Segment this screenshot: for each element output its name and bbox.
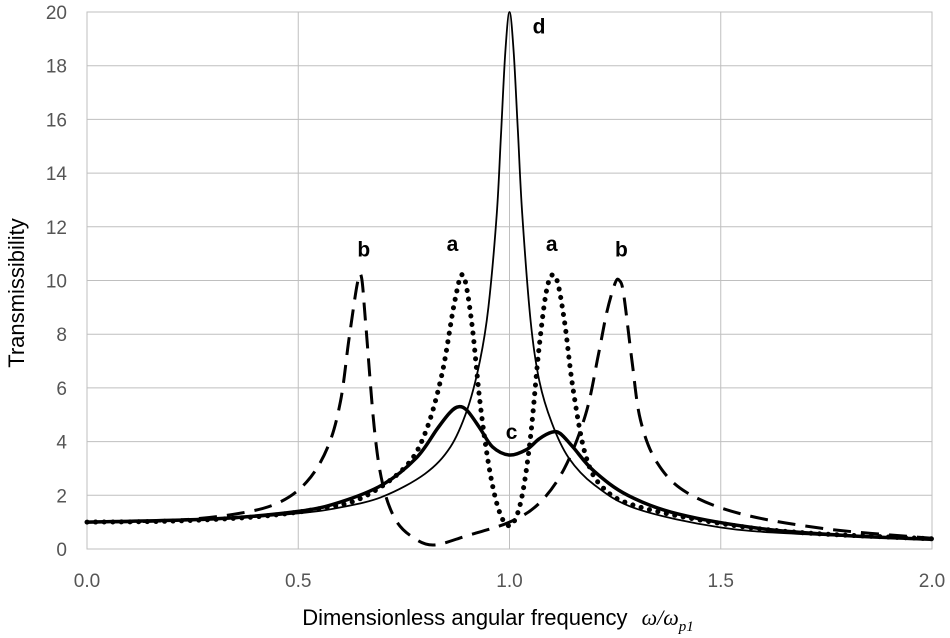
series-b-line	[86, 272, 933, 547]
x-axis-title-subscript: p1	[678, 619, 694, 635]
x-tick-label: 1.0	[496, 571, 522, 592]
y-tick-label: 0	[56, 540, 67, 561]
y-tick-label: 10	[46, 272, 67, 293]
x-axis-title: Dimensionless angular frequency ω/ωp1	[302, 605, 694, 635]
y-axis-title: Transmissibility	[4, 218, 29, 368]
gridlines	[86, 11, 933, 550]
x-tick-labels: 0.0 0.5 1.0 1.5 2.0	[74, 571, 945, 592]
y-tick-label: 8	[56, 325, 67, 346]
curve-label-b: b	[357, 238, 370, 261]
series-c-line	[86, 404, 933, 542]
y-tick-label: 12	[46, 218, 67, 239]
y-tick-label: 18	[46, 57, 67, 78]
y-tick-label: 4	[56, 433, 67, 454]
x-tick-label: 0.0	[74, 571, 100, 592]
x-tick-label: 2.0	[919, 571, 945, 592]
series-d-line	[86, 11, 933, 541]
curve-label-c: c	[506, 421, 518, 444]
series-lines	[84, 11, 935, 547]
y-tick-label: 16	[46, 110, 67, 131]
y-tick-label: 20	[46, 3, 67, 24]
x-axis-title-text: Dimensionless angular frequency	[302, 605, 627, 630]
y-tick-label: 2	[56, 486, 67, 507]
curve-label-b: b	[615, 238, 628, 261]
x-axis-title-math: ω/ω	[642, 605, 679, 630]
curve-labels: a a b b c d	[357, 15, 628, 443]
x-tick-label: 1.5	[708, 571, 734, 592]
curve-label-a: a	[546, 233, 558, 256]
y-tick-label: 6	[56, 379, 67, 400]
y-tick-labels: 0 2 4 6 8 10 12 14 16 18 20	[46, 3, 68, 561]
x-tick-label: 0.5	[285, 571, 311, 592]
y-tick-label: 14	[46, 164, 68, 185]
curve-label-a: a	[447, 233, 459, 256]
curve-label-d: d	[533, 15, 546, 38]
